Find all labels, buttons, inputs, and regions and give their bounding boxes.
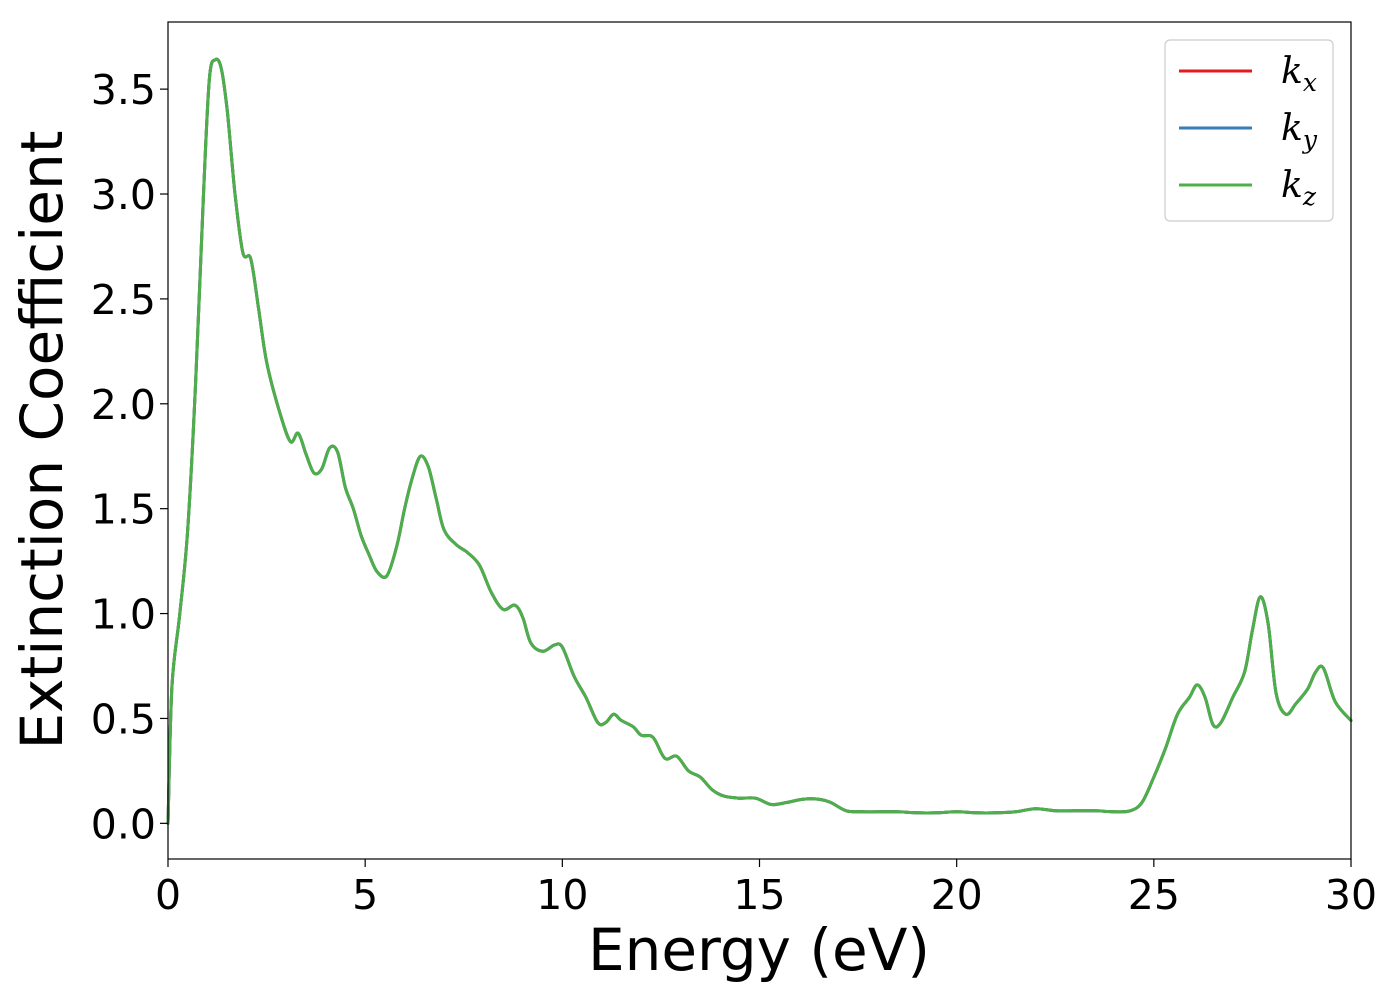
x-axis-ticks: 0 5 10 15 20 25 30: [155, 859, 1377, 919]
x-tick-label: 5: [352, 871, 378, 919]
y-tick-label: 1.5: [91, 486, 156, 534]
legend-label-ky: ky: [1281, 108, 1318, 154]
x-tick-label: 15: [733, 871, 785, 919]
y-tick-label: 0.0: [91, 800, 156, 848]
legend: kx ky kz: [1164, 39, 1334, 222]
y-axis-ticks: 0.0 0.5 1.0 1.5 2.0 2.5 3.0 3.5: [91, 66, 168, 848]
x-tick-label: 20: [931, 871, 983, 919]
y-tick-label: 2.0: [91, 381, 156, 429]
y-tick-label: 1.0: [91, 591, 156, 639]
series-line-kz: [166, 57, 1353, 825]
y-tick-label: 0.5: [91, 695, 156, 743]
y-tick-label: 3.0: [91, 171, 156, 219]
x-axis-title: Energy (eV): [588, 916, 930, 984]
x-tick-label: 25: [1128, 871, 1180, 919]
x-tick-label: 30: [1325, 871, 1377, 919]
legend-label-kz: kz: [1281, 165, 1317, 211]
y-tick-label: 2.5: [91, 276, 156, 324]
legend-box: [1164, 39, 1334, 222]
legend-label-kx: kx: [1281, 51, 1317, 97]
x-tick-label: 0: [155, 871, 181, 919]
x-tick-label: 10: [536, 871, 588, 919]
y-tick-label: 3.5: [91, 66, 156, 114]
y-axis-title: Extinction Coefficient: [8, 131, 76, 750]
series-layer: [166, 57, 1353, 825]
